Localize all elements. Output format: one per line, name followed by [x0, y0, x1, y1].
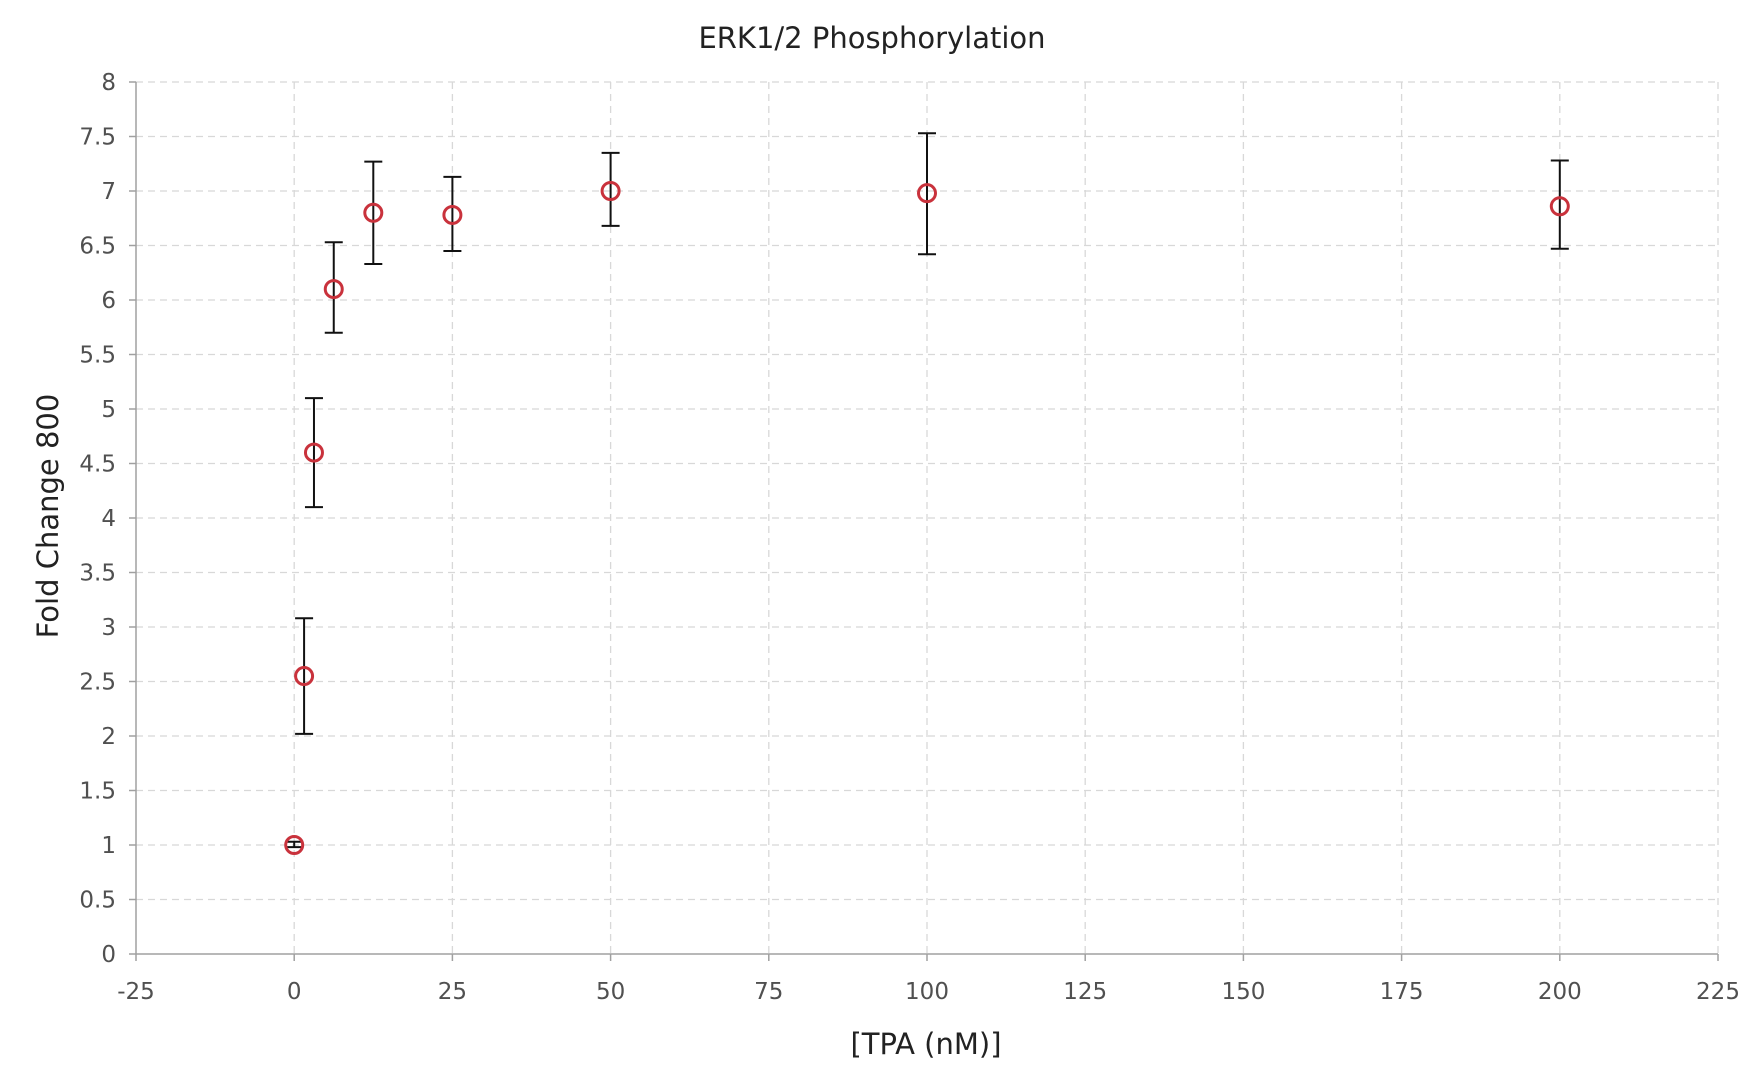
x-tick-label: 75 [754, 979, 783, 1005]
y-tick-label: 0 [101, 942, 116, 968]
data-point [442, 204, 463, 225]
x-tick-label: 175 [1380, 979, 1424, 1005]
y-axis-title: Fold Change 800 [31, 394, 65, 639]
data-point [363, 202, 384, 223]
y-tick-label: 1.5 [79, 779, 116, 805]
y-tick-label: 1 [101, 833, 116, 859]
y-tick-label: 6.5 [79, 234, 116, 260]
y-tick-label: 5 [101, 397, 116, 423]
x-tick-label: 50 [596, 979, 625, 1005]
x-tick-label: 225 [1696, 979, 1740, 1005]
y-tick-label: 3.5 [79, 561, 116, 587]
error-bar [364, 160, 383, 266]
y-tick-label: 7 [101, 179, 116, 205]
x-tick-label: 0 [287, 979, 302, 1005]
y-tick-label: 3 [101, 615, 116, 641]
y-tick-label: 2 [101, 724, 116, 750]
error-bar [601, 151, 620, 227]
y-tick-label: 4.5 [79, 452, 116, 478]
data-point [294, 666, 315, 687]
chart-title: ERK1/2 Phosphorylation [698, 21, 1045, 55]
y-tick-label: 7.5 [79, 125, 116, 151]
error-bar [324, 241, 343, 334]
data-point [303, 442, 324, 463]
error-bar [1550, 159, 1569, 250]
y-tick-label: 6 [101, 288, 116, 314]
x-tick-label: 150 [1221, 979, 1265, 1005]
error-bar [304, 397, 323, 509]
x-tick-labels: -25 0 25 50 75 100 125 150 175 200 225 [117, 979, 1740, 1005]
data-points [284, 181, 1570, 855]
error-bar [918, 132, 936, 256]
y-tick-label: 4 [101, 506, 116, 532]
error-bar [443, 175, 462, 252]
y-tick-label: 5.5 [79, 343, 116, 369]
x-axis-title: [TPA (nM)] [850, 1027, 1001, 1061]
y-tick-label: 0.5 [79, 888, 116, 914]
error-bar [295, 617, 314, 735]
y-tick-label: 2.5 [79, 670, 116, 696]
y-tick-label: 8 [101, 70, 116, 96]
error-bar [285, 840, 304, 849]
data-point [1549, 196, 1570, 217]
x-tick-label: -25 [117, 979, 155, 1005]
x-tick-label: 200 [1538, 979, 1582, 1005]
axes [129, 81, 1719, 961]
data-point [284, 835, 305, 855]
error-bars [285, 132, 1569, 849]
x-tick-label: 125 [1063, 979, 1107, 1005]
x-tick-label: 25 [438, 979, 467, 1005]
y-tick-labels: 0 0.5 1 1.5 2 2.5 3 3.5 4 4.5 5 5.5 6 6.5 7 7.5 8 [79, 70, 116, 968]
data-point [600, 181, 621, 201]
data-point [323, 279, 344, 300]
data-point [917, 183, 937, 204]
x-tick-label: 100 [905, 979, 949, 1005]
